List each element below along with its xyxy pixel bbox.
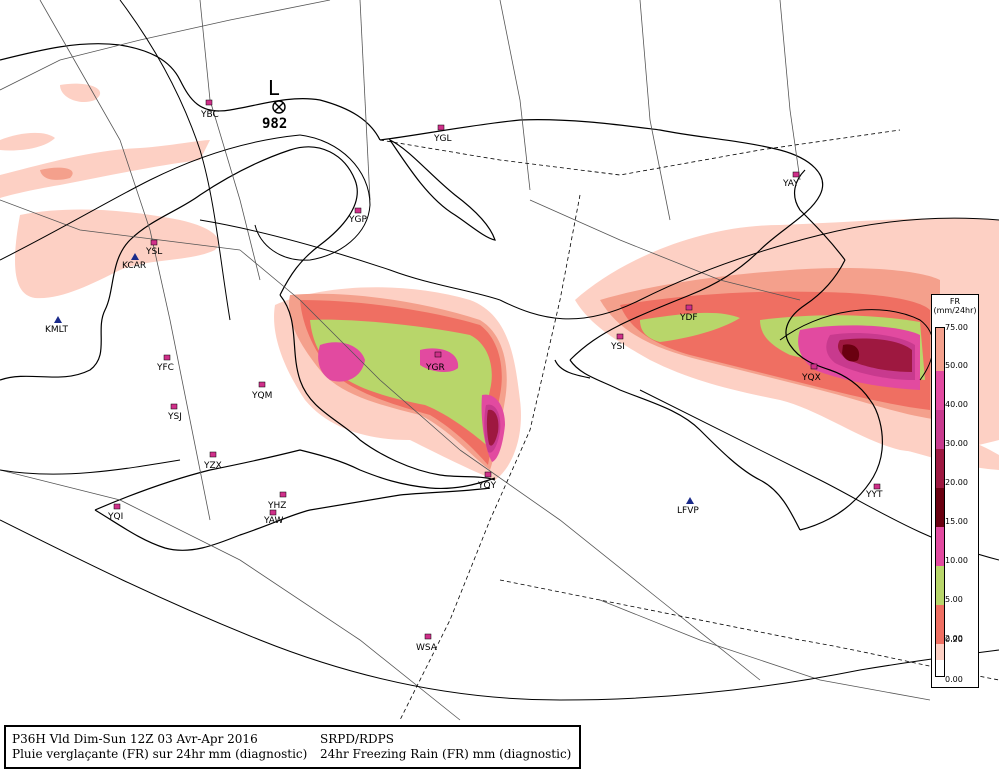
svg-text:YQY: YQY: [477, 481, 497, 491]
station-marker: YAY: [782, 171, 799, 189]
low-pressure-marker: L 982: [262, 76, 287, 132]
station-marker: YQY: [477, 471, 497, 491]
svg-text:YSJ: YSJ: [167, 412, 182, 422]
legend-tick: 50.00: [945, 361, 968, 370]
svg-text:YQI: YQI: [107, 512, 123, 522]
station-marker: KMLT: [45, 316, 68, 335]
svg-text:YGL: YGL: [433, 134, 452, 144]
svg-text:WSA: WSA: [416, 643, 438, 653]
legend-tick: 15.00: [945, 517, 968, 526]
svg-text:YDF: YDF: [679, 313, 698, 323]
station-marker: WSA: [416, 633, 438, 653]
station-marker: LFVP: [677, 497, 699, 516]
precip-fields: [0, 83, 999, 480]
svg-text:YAW: YAW: [263, 516, 283, 526]
svg-text:YSI: YSI: [610, 342, 625, 352]
legend-tick: 40.00: [945, 400, 968, 409]
legend-tick: 0.20: [945, 635, 963, 644]
low-letter: L: [268, 76, 280, 100]
station-marker: YZX: [203, 451, 222, 471]
station-marker: YQX: [801, 363, 821, 383]
dashed-lines: [379, 129, 999, 721]
isobars: [0, 0, 999, 701]
station-marker: YGP: [348, 207, 367, 225]
legend-color-bar: [935, 327, 945, 677]
station-marker: YGR: [425, 351, 445, 373]
svg-text:YSL: YSL: [145, 247, 162, 257]
legend-tick: 0.00: [945, 675, 963, 684]
svg-text:YQM: YQM: [251, 391, 272, 401]
svg-text:KCAR: KCAR: [122, 261, 146, 271]
station-marker: YQI: [107, 503, 123, 522]
svg-text:YGP: YGP: [348, 215, 367, 225]
station-marker: YSJ: [167, 403, 182, 422]
color-legend: FR (mm/24hr) 75.00 50.00 40.00 30.00 20.…: [931, 294, 979, 688]
boundaries: [0, 0, 931, 721]
station-marker: YFC: [156, 354, 174, 373]
station-marker: YSL: [145, 239, 162, 257]
legend-tick: 2.00: [945, 634, 963, 643]
stations: YBC YGL YGP YSL KCAR KMLT YFC YQM YSJ YZ…: [45, 99, 883, 653]
svg-text:YFC: YFC: [156, 363, 174, 373]
legend-tick: 20.00: [945, 478, 968, 487]
caption-box: P36H Vld Dim-Sun 12Z 03 Avr-Apr 2016 Plu…: [4, 725, 581, 769]
svg-text:KMLT: KMLT: [45, 325, 68, 335]
legend-tick: 10.00: [945, 556, 968, 565]
svg-text:YBC: YBC: [200, 110, 219, 120]
legend-title: FR (mm/24hr): [933, 297, 977, 315]
station-marker: YBC: [200, 99, 219, 120]
coastlines: [0, 43, 883, 551]
svg-text:YGR: YGR: [425, 363, 445, 373]
station-marker: YHZ: [267, 491, 286, 511]
station-marker: YQM: [251, 381, 272, 401]
legend-tick: 75.00: [945, 323, 968, 332]
svg-text:YZX: YZX: [203, 461, 222, 471]
caption-left-line2: Pluie verglaçante (FR) sur 24hr mm (diag…: [12, 747, 308, 761]
station-marker: YDF: [679, 304, 698, 323]
legend-tick: 30.00: [945, 439, 968, 448]
low-pressure-value: 982: [262, 116, 287, 132]
caption-left-line1: P36H Vld Dim-Sun 12Z 03 Avr-Apr 2016: [12, 732, 258, 746]
station-marker: KCAR: [122, 253, 146, 271]
station-marker: YSI: [610, 333, 625, 352]
caption-right-line1: SRPD/RDPS: [320, 732, 394, 746]
svg-text:YHZ: YHZ: [267, 501, 286, 511]
svg-text:LFVP: LFVP: [677, 506, 699, 516]
svg-text:YQX: YQX: [801, 373, 821, 383]
svg-text:YYT: YYT: [865, 490, 883, 500]
station-marker: YAW: [263, 509, 283, 526]
station-marker: YGL: [433, 124, 452, 144]
svg-text:YAY: YAY: [782, 179, 799, 189]
legend-tick: 5.00: [945, 595, 963, 604]
caption-right-line2: 24hr Freezing Rain (FR) mm (diagnostic): [320, 747, 572, 761]
station-marker: YYT: [865, 483, 883, 500]
